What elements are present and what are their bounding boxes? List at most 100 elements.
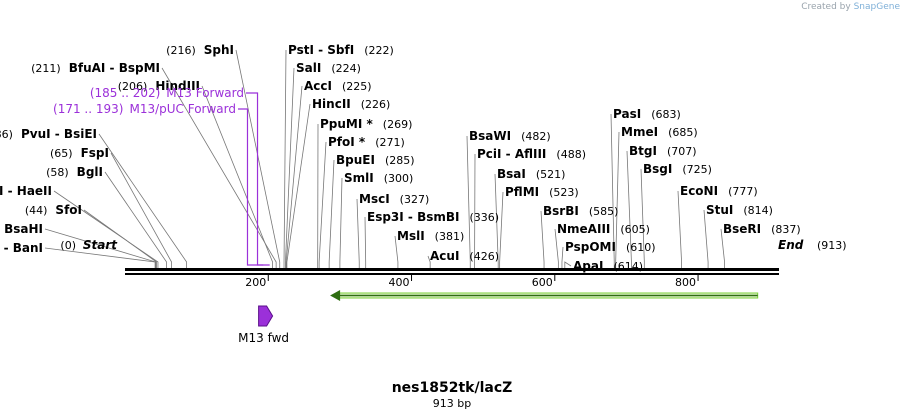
site-name-pluti-haeii[interactable]: PluTI - HaeII (0, 184, 52, 198)
site-name-bsgi[interactable]: BsgI (643, 162, 672, 176)
site-position-pcii-afliii: (488) (556, 148, 586, 161)
leader-smli (339, 177, 343, 268)
site-name-fspi[interactable]: FspI (81, 146, 109, 160)
start-label: Start (83, 238, 118, 252)
snapgene-credit: Created by SnapGene (801, 2, 900, 12)
leader-bpuei (328, 159, 335, 268)
site-name-pasi[interactable]: PasI (613, 107, 641, 121)
site-name-smli[interactable]: SmlI (344, 171, 374, 185)
tick-label-200: 200 (245, 276, 266, 289)
leader-pflmi (499, 191, 504, 268)
site-position-bsgi: (725) (682, 163, 712, 176)
primer-range-m13-puc-forward: (171 .. 193) (53, 102, 123, 116)
site-name-ppumi[interactable]: PpuMI * (320, 117, 374, 131)
leader-bsgi (640, 168, 645, 268)
site-position-pfoi: (271) (375, 136, 405, 149)
site-position-bseri: (837) (771, 223, 801, 236)
site-position-bsrbi: (585) (589, 205, 619, 218)
primer-name-m13-puc-forward[interactable]: M13/pUC Forward (129, 102, 236, 116)
feature-m13-fwd[interactable]: M13 fwd (238, 305, 289, 345)
site-name-kasi-bani[interactable]: KasI - BanI (0, 241, 43, 255)
site-name-mmei[interactable]: MmeI (621, 125, 658, 139)
site-name-hincii[interactable]: HincII (312, 97, 351, 111)
site-name-acui[interactable]: AcuI (430, 249, 459, 263)
site-position-pspomi: (610) (626, 241, 656, 254)
leader-msli (394, 235, 399, 268)
site-name-nari-bsahi[interactable]: NarI - BsaHI (0, 222, 43, 236)
leader-bsai (494, 173, 499, 268)
tick-label-400: 400 (389, 276, 410, 289)
credit-prefix: Created by (801, 2, 851, 12)
site-position-apai: (614) (613, 260, 643, 273)
site-position-btgi: (707) (667, 145, 697, 158)
primer-line-m13-puc-forward (238, 108, 264, 266)
site-name-sfoi[interactable]: SfoI (55, 203, 82, 217)
site-position-bsai: (521) (536, 168, 566, 181)
snapgene-logo: SnapGene (853, 2, 900, 12)
backbone-bottom-strand (125, 273, 779, 275)
ruler-ticks: 200 400 600 800 (245, 275, 699, 289)
site-name-bpuei[interactable]: BpuEI (336, 153, 375, 167)
site-name-psti-sbfi[interactable]: PstI - SbfI (288, 43, 354, 57)
site-name-esp3i-bsmbi[interactable]: Esp3I - BsmBI (367, 210, 459, 224)
leader-acci (285, 85, 303, 268)
leader-pvui-bsiei (98, 133, 188, 268)
map-title: nes1852tk/lacZ (392, 380, 513, 396)
backbone-top-strand (125, 268, 779, 271)
site-position-msli: (381) (435, 230, 465, 243)
site-position-stui: (814) (743, 204, 773, 217)
site-position-esp3i-bsmbi: (336) (469, 211, 499, 224)
site-name-msli[interactable]: MslI (397, 229, 425, 243)
leader-nari-bsahi (44, 228, 157, 268)
leader-sali (285, 67, 295, 268)
site-position-nmeaiii: (605) (620, 223, 650, 236)
leader-acui (427, 255, 431, 268)
site-name-msci[interactable]: MscI (359, 192, 390, 206)
leader-econi (677, 190, 682, 268)
site-position-econi: (777) (728, 185, 758, 198)
site-name-pvui-bsiei[interactable]: PvuI - BsiEI (21, 127, 97, 141)
leader-bfuai-bspmi (161, 67, 277, 268)
site-name-hindiii[interactable]: HindIII (155, 79, 200, 93)
feature-arrow-icon (258, 305, 274, 327)
site-position-bpuei: (285) (385, 154, 415, 167)
site-name-bsawi[interactable]: BsaWI (469, 129, 511, 143)
primer-line-m13-forward (246, 92, 270, 266)
tick-label-800: 800 (675, 276, 696, 289)
site-name-bgli[interactable]: BglI (77, 165, 103, 179)
site-labels: KasI - BanI(42)NarI - BsaHI(43)SfoI(44)P… (0, 43, 801, 273)
leader-msci (356, 198, 360, 268)
site-name-nmeaiii[interactable]: NmeAIII (557, 222, 610, 236)
site-position-acci: (225) (342, 80, 372, 93)
site-name-econi[interactable]: EcoNI (680, 184, 718, 198)
primer-name-m13-forward[interactable]: M13 Forward (166, 86, 244, 100)
site-name-bfuai-bspmi[interactable]: BfuAI - BspMI (69, 61, 160, 75)
site-name-pcii-afliii[interactable]: PciI - AflIII (477, 147, 546, 161)
site-name-sphi[interactable]: SphI (204, 43, 234, 57)
site-name-btgi[interactable]: BtgI (629, 144, 657, 158)
site-position-msci: (327) (400, 193, 430, 206)
leader-esp3i-bsmbi (364, 216, 367, 268)
orf-arrow[interactable] (330, 290, 759, 301)
leader-pspomi (561, 246, 564, 268)
leader-pfoi (318, 141, 327, 268)
orf-arrowhead-icon (330, 290, 341, 301)
site-name-pspomi[interactable]: PspOMI (565, 240, 616, 254)
site-name-acci[interactable]: AccI (304, 79, 332, 93)
site-name-stui[interactable]: StuI (706, 203, 733, 217)
site-name-pflmi[interactable]: PflMI (505, 185, 539, 199)
site-position-pflmi: (523) (549, 186, 579, 199)
leader-fspi (110, 152, 172, 268)
site-name-pfoi[interactable]: PfoI * (328, 135, 366, 149)
leader-bsrbi (540, 210, 545, 268)
leader-pasi (610, 113, 615, 268)
site-position-pvui-bsiei: (86) (0, 128, 13, 141)
site-name-bsrbi[interactable]: BsrBI (543, 204, 579, 218)
leader-bseri (720, 228, 725, 268)
primer-range-m13-forward: (185 .. 202) (90, 86, 160, 100)
site-name-bseri[interactable]: BseRI (723, 222, 761, 236)
site-name-sali[interactable]: SalI (296, 61, 321, 75)
site-name-bsai[interactable]: BsaI (497, 167, 526, 181)
site-position-sphi: (216) (166, 44, 196, 57)
